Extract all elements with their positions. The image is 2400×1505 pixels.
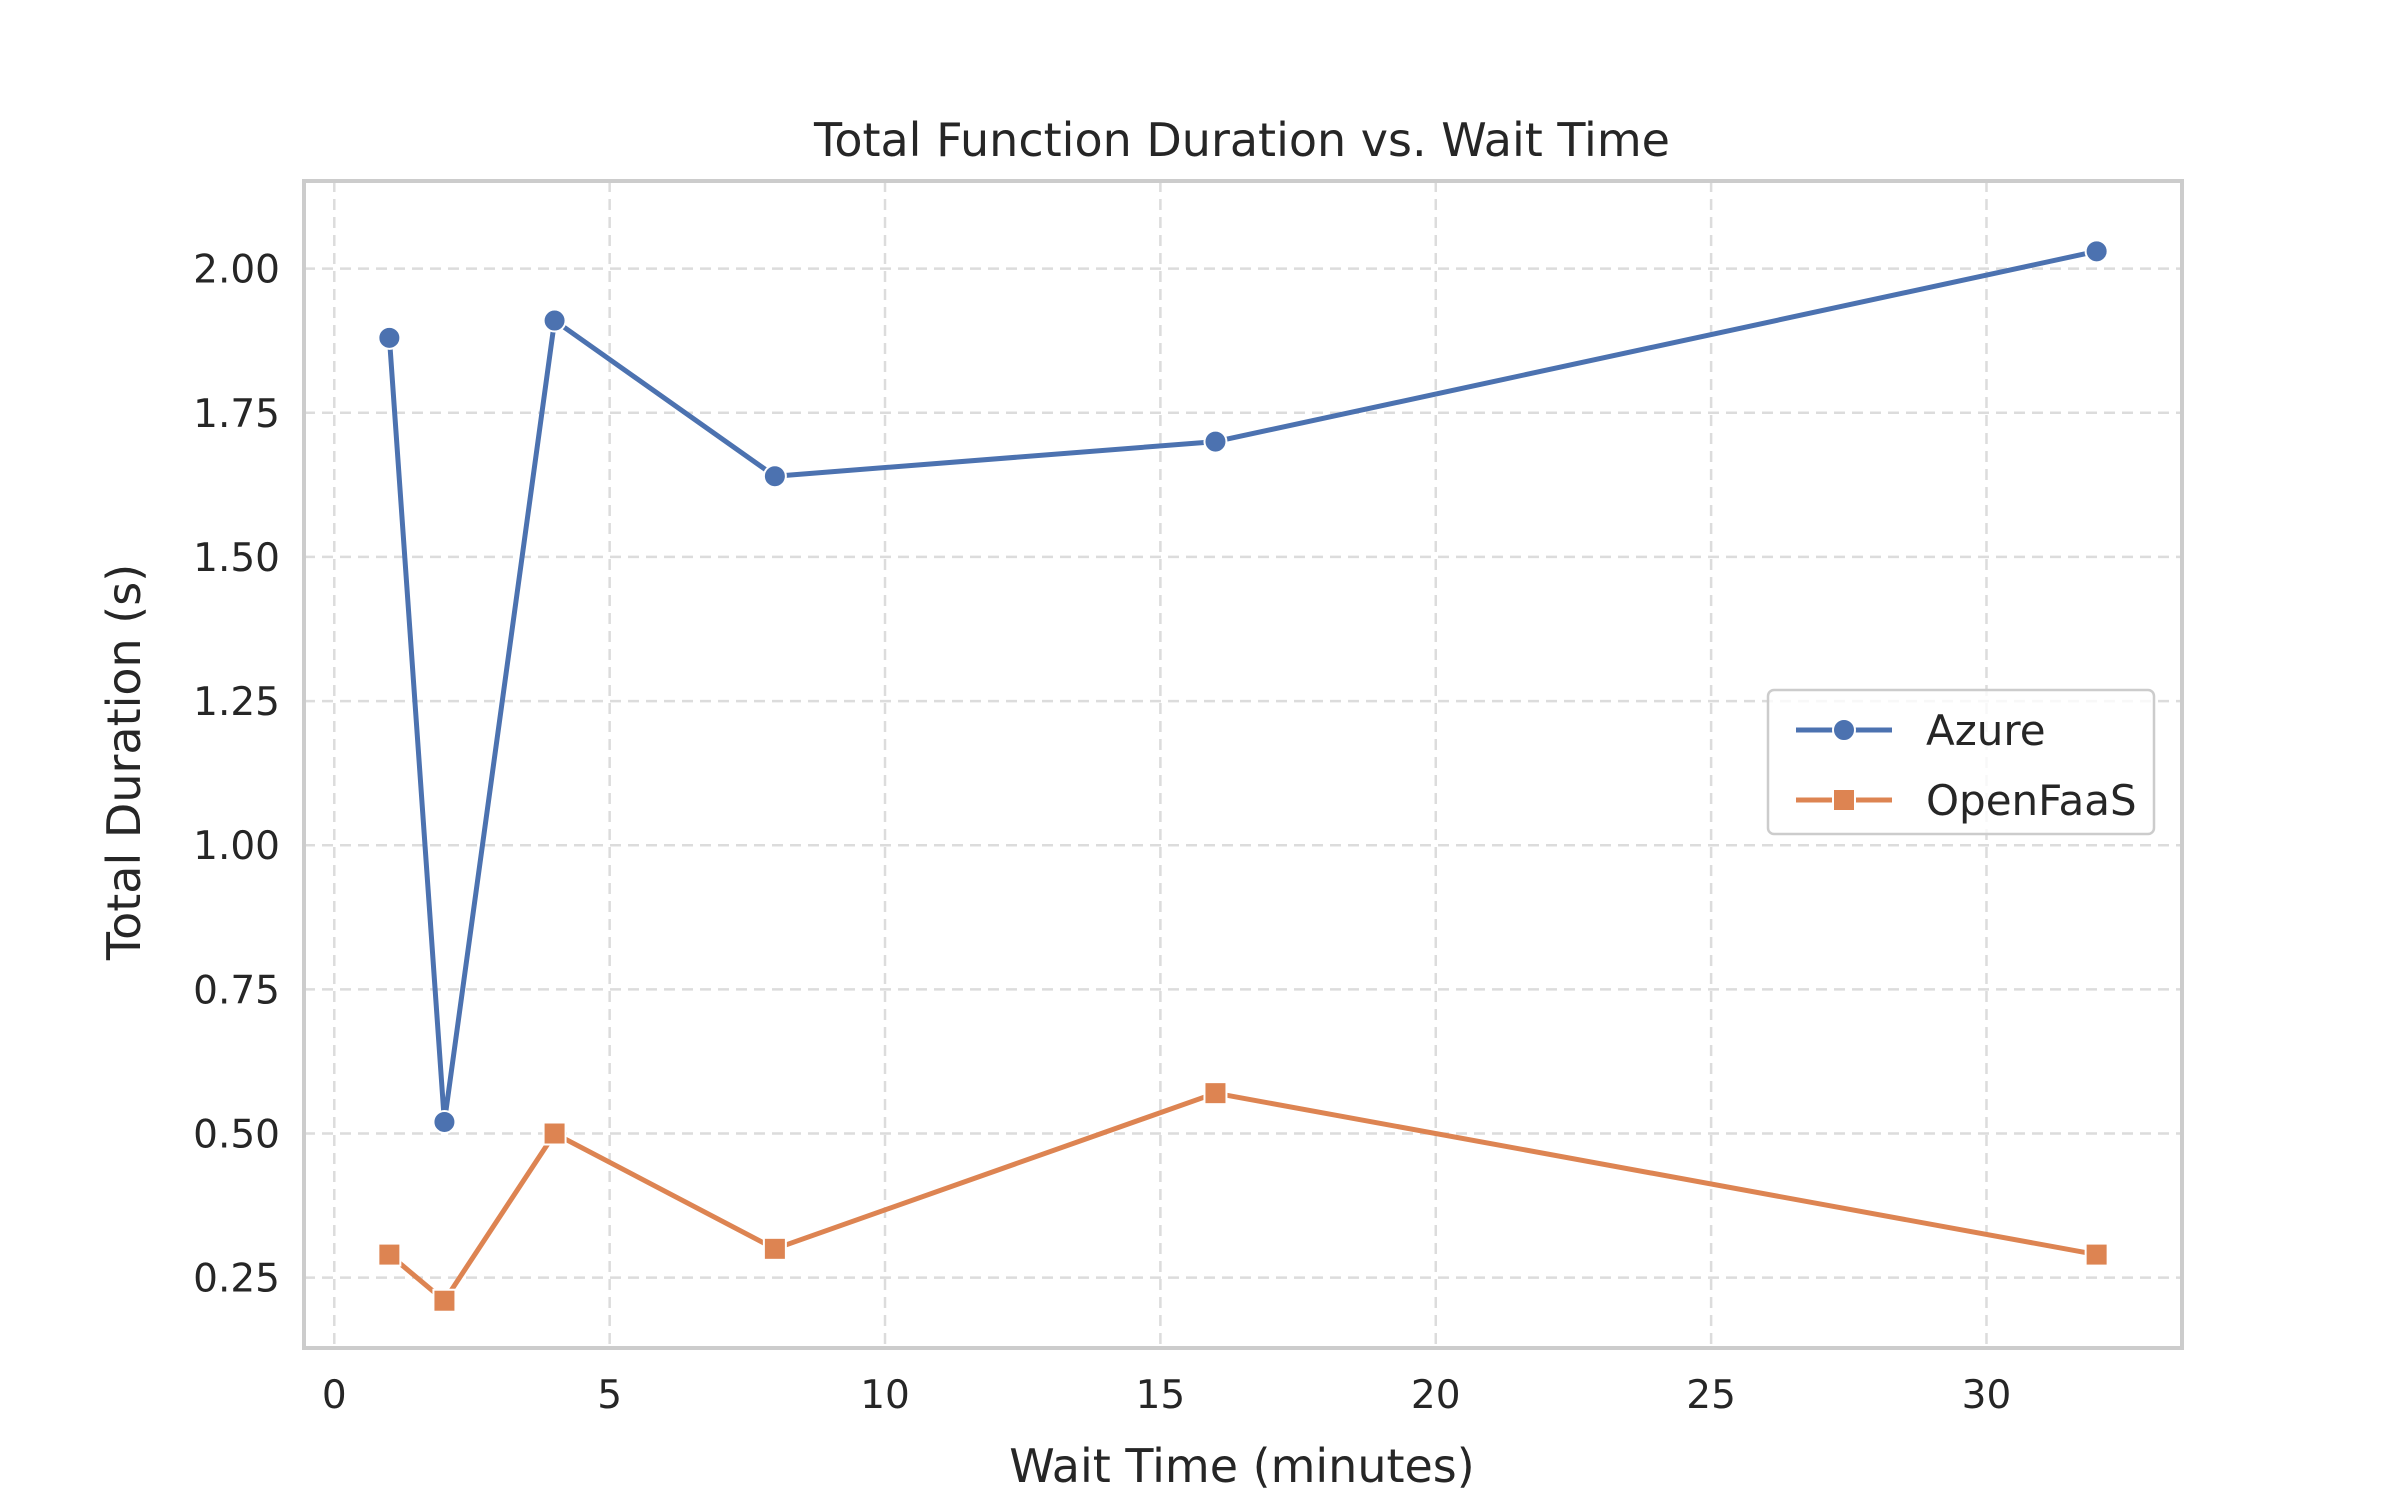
openfaas-point (432, 1288, 457, 1313)
azure-line (386, 248, 2100, 1125)
openfaas-point (762, 1236, 787, 1261)
azure-point (432, 1109, 457, 1134)
y-axis-label: Total Duration (s) (97, 564, 151, 961)
y-tick-label: 2.00 (193, 248, 280, 293)
series-azure (377, 239, 2109, 1134)
x-tick-label: 5 (597, 1373, 622, 1418)
legend-item-openfaas: OpenFaaS (1796, 776, 2137, 825)
plot-frame (302, 179, 2184, 1350)
y-tick-label: 0.50 (193, 1113, 280, 1158)
azure-point (762, 464, 787, 489)
azure-point (1203, 429, 1228, 454)
y-tick-label: 1.00 (193, 824, 280, 869)
legend: Azure OpenFaaS (1766, 688, 2156, 836)
openfaas-point (1203, 1081, 1228, 1106)
azure-point (2084, 239, 2109, 264)
y-tick-label: 0.75 (193, 968, 280, 1013)
y-tick-label: 1.50 (193, 536, 280, 581)
openfaas-point (542, 1121, 567, 1146)
azure-point (542, 308, 567, 333)
legend-label: Azure (1926, 706, 2046, 755)
legend-label: OpenFaaS (1926, 776, 2137, 825)
chart-title: Total Function Duration vs. Wait Time (813, 113, 1670, 167)
tick-labels: 0 5 10 15 20 25 30 0.25 0.50 0.75 1.00 1.25 1.50 1.75… (193, 248, 2011, 1418)
legend-swatch-marker (1832, 788, 1856, 812)
x-tick-label: 20 (1411, 1373, 1461, 1418)
y-tick-label: 1.75 (193, 392, 280, 437)
x-tick-label: 30 (1962, 1373, 2012, 1418)
series-layer (377, 239, 2109, 1313)
azure-point (377, 325, 402, 350)
x-tick-label: 10 (860, 1373, 910, 1418)
grid (304, 181, 2182, 1348)
x-tick-label: 0 (322, 1373, 347, 1418)
series-openfaas (377, 1081, 2109, 1313)
legend-swatch-marker (1832, 718, 1856, 742)
y-tick-label: 1.25 (193, 680, 280, 725)
x-axis-label: Wait Time (minutes) (1009, 1439, 1474, 1493)
openfaas-point (377, 1242, 402, 1267)
x-tick-label: 25 (1686, 1373, 1736, 1418)
y-tick-label: 0.25 (193, 1257, 280, 1302)
legend-item-azure: Azure (1796, 706, 2046, 755)
x-tick-label: 15 (1136, 1373, 1186, 1418)
openfaas-point (2084, 1242, 2109, 1267)
